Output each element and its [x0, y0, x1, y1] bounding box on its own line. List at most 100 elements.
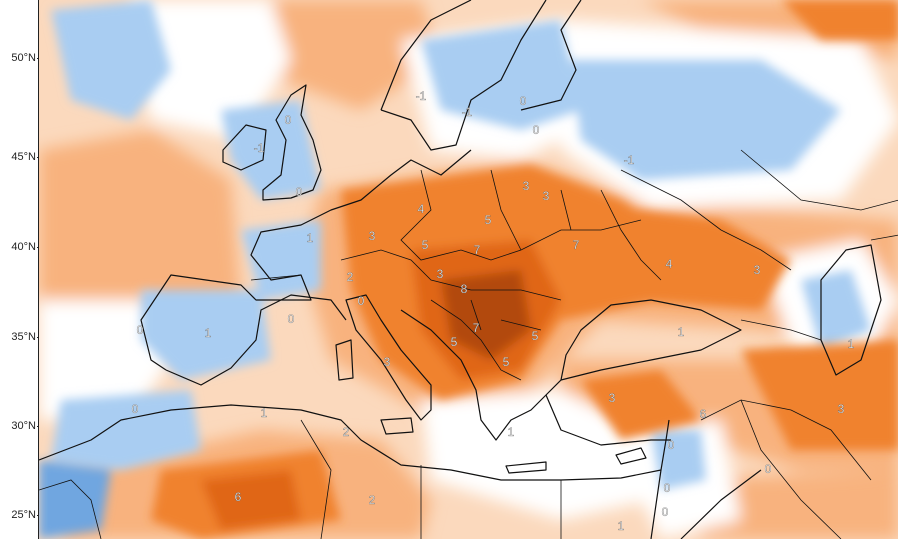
- anomaly-label: 0: [358, 294, 365, 308]
- anomaly-label: 1: [205, 326, 212, 340]
- anomaly-label: 0: [132, 402, 139, 416]
- border-caucasus: [740, 319, 822, 341]
- lat-label-30n: 30°N: [11, 420, 36, 432]
- field-white-med-east: [421, 390, 651, 520]
- coast-crete: [505, 461, 547, 474]
- coast-iberia-south: [165, 294, 347, 386]
- anomaly-label: 0: [137, 323, 144, 337]
- anomaly-label: -1: [254, 141, 265, 155]
- field-blue-morocco: [51, 390, 201, 470]
- anomaly-label: 1: [508, 425, 515, 439]
- anomaly-label: 3: [543, 189, 550, 203]
- anomaly-label: 5: [451, 335, 458, 349]
- field-red-sahara: [201, 470, 301, 530]
- border-east: [490, 169, 662, 281]
- anomaly-label: 0: [765, 462, 772, 476]
- anomaly-label: 5: [532, 329, 539, 343]
- anomaly-label: 4: [418, 202, 425, 216]
- anomaly-label: 0: [288, 312, 295, 326]
- anomaly-label: 3: [523, 179, 530, 193]
- field-deep-orange-ne: [781, 0, 898, 40]
- anomaly-label: 5: [485, 213, 492, 227]
- field-blue-sahara-w: [39, 460, 111, 539]
- coast-cyprus: [615, 447, 647, 465]
- anomaly-label: 3: [609, 391, 616, 405]
- anomaly-label: 1: [848, 337, 855, 351]
- coast-europe-west: [140, 149, 472, 371]
- coast-great-britain: [262, 84, 322, 201]
- coast-black-sea: [560, 299, 742, 381]
- anomaly-label: 2: [347, 270, 354, 284]
- field-deep-orange-iran: [741, 340, 898, 450]
- anomaly-label: 4: [666, 257, 673, 271]
- anomaly-label: 0: [296, 185, 303, 199]
- coast-turkey-south: [545, 394, 671, 446]
- border-iran-iraq: [740, 399, 842, 539]
- border-central-europe: [400, 169, 642, 261]
- anomaly-field-hot: [151, 0, 898, 539]
- anomaly-label: 2: [369, 493, 376, 507]
- temperature-anomaly-map: 0 -1 0 -1 -1 0 0 -1 1 3 4 5 3 3 3 5 7 7 …: [38, 0, 898, 539]
- anomaly-label: -1: [416, 89, 427, 103]
- coast-sicily: [380, 417, 414, 435]
- field-white-nw: [131, 0, 291, 140]
- anomaly-labels: 0 -1 0 -1 -1 0 0 -1 1 3 4 5 3 3 3 5 7 7 …: [131, 89, 855, 533]
- coast-italy: [345, 294, 432, 421]
- field-blue-scandinavia: [421, 20, 581, 130]
- anomaly-label: 0: [285, 113, 292, 127]
- map-canvas: 0 -1 0 -1 -1 0 0 -1 1 3 4 5 3 3 3 5 7 7 …: [39, 0, 898, 539]
- coast-ireland: [222, 124, 267, 171]
- anomaly-label: 1: [307, 231, 314, 245]
- coast-north-africa: [39, 404, 662, 481]
- anomaly-label: 6: [700, 407, 707, 421]
- border-sahara-west: [39, 479, 102, 539]
- field-deep-orange-turkey: [581, 370, 701, 440]
- anomaly-label: 5: [422, 238, 429, 252]
- coast-balkans: [400, 309, 562, 441]
- coastlines: [39, 0, 882, 539]
- lat-label-40n: 40°N: [11, 241, 36, 253]
- coast-red-sea: [680, 469, 762, 539]
- border-kazakh: [740, 149, 898, 241]
- field-white-iberia-west: [39, 300, 171, 420]
- field-orange-arabia: [681, 470, 898, 539]
- anomaly-label: 0: [662, 505, 669, 519]
- field-orange-north: [271, 0, 441, 110]
- lat-label-45n: 45°N: [11, 151, 36, 163]
- anomaly-label: -1: [624, 153, 635, 167]
- lat-label-35n: 35°N: [11, 331, 36, 343]
- anomaly-label: 3: [384, 355, 391, 369]
- lat-label-50n: 50°N: [11, 52, 36, 64]
- anomaly-label: 1: [618, 519, 625, 533]
- field-blue-france: [241, 220, 321, 300]
- anomaly-label: 6: [235, 490, 242, 504]
- lat-label-25n: 25°N: [11, 509, 36, 521]
- border-turkey-east: [700, 399, 872, 481]
- border-alps: [340, 249, 562, 301]
- anomaly-label: 0: [533, 123, 540, 137]
- anomaly-label: 1: [678, 325, 685, 339]
- coast-levant: [650, 419, 670, 539]
- field-blue-atlantic-nw: [51, 0, 171, 120]
- anomaly-label: 0: [668, 438, 675, 452]
- field-deep-orange-ukraine: [561, 200, 791, 310]
- anomaly-label: 7: [573, 238, 580, 252]
- anomaly-label: 3: [369, 229, 376, 243]
- anomaly-label: 1: [261, 406, 268, 420]
- border-algeria-libya: [300, 419, 422, 539]
- field-orange-atlantic: [39, 130, 241, 320]
- anomaly-label: 3: [838, 402, 845, 416]
- coast-scandinavia: [380, 0, 547, 151]
- borders: [39, 149, 898, 539]
- coast-sardinia: [335, 339, 354, 381]
- coast-finland: [520, 0, 582, 111]
- field-blue-russia: [571, 60, 841, 180]
- anomaly-label: 7: [474, 243, 481, 257]
- anomaly-label: 8: [461, 282, 468, 296]
- coast-caspian: [820, 244, 882, 376]
- anomaly-label: 7: [473, 321, 480, 335]
- anomaly-label: 2: [343, 425, 350, 439]
- border-ukraine-russia: [620, 169, 792, 271]
- anomaly-label: -1: [462, 105, 473, 119]
